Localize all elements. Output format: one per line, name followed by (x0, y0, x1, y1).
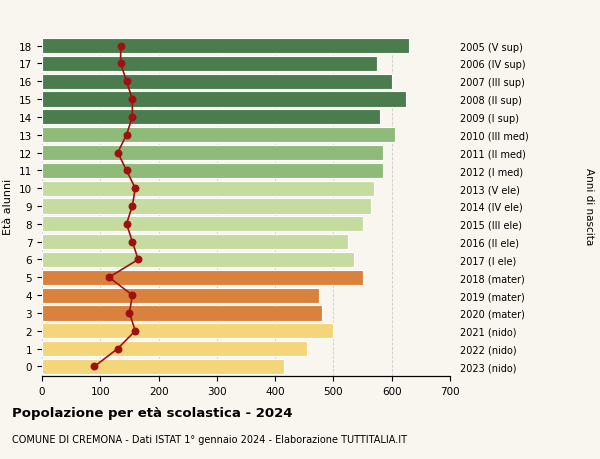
Bar (42, 235, 348, 250)
Point (104, 274, 114, 281)
Bar (42, 92, 406, 107)
Bar (42, 57, 377, 72)
Text: Anni di nascita: Anni di nascita (584, 168, 594, 245)
Bar (42, 128, 395, 143)
Point (122, 78, 131, 86)
Point (128, 238, 137, 246)
Point (122, 221, 131, 228)
Point (116, 61, 125, 68)
Bar (42, 252, 354, 268)
Bar (42, 270, 362, 285)
Point (89, 363, 99, 370)
Point (128, 203, 137, 210)
Bar (42, 146, 383, 161)
Bar (42, 217, 362, 232)
Point (128, 96, 137, 104)
Bar (42, 39, 409, 54)
Text: COMUNE DI CREMONA - Dati ISTAT 1° gennaio 2024 - Elaborazione TUTTITALIA.IT: COMUNE DI CREMONA - Dati ISTAT 1° gennai… (12, 434, 407, 444)
Point (125, 309, 134, 317)
Bar (42, 341, 307, 356)
Point (122, 168, 131, 175)
Point (116, 43, 125, 50)
Point (113, 345, 122, 353)
Bar (42, 110, 380, 125)
Bar (42, 199, 371, 214)
Point (128, 114, 137, 121)
Bar (42, 163, 383, 179)
Bar (42, 74, 392, 90)
Point (122, 132, 131, 139)
Point (113, 150, 122, 157)
Point (128, 292, 137, 299)
Bar (42, 306, 322, 321)
Text: Popolazione per età scolastica - 2024: Popolazione per età scolastica - 2024 (12, 406, 293, 419)
Y-axis label: Età alunni: Età alunni (4, 179, 13, 235)
Point (133, 256, 143, 263)
Bar (42, 359, 284, 374)
Bar (42, 288, 319, 303)
Point (130, 185, 140, 192)
Bar (42, 181, 374, 196)
Bar (42, 324, 334, 339)
Point (130, 327, 140, 335)
